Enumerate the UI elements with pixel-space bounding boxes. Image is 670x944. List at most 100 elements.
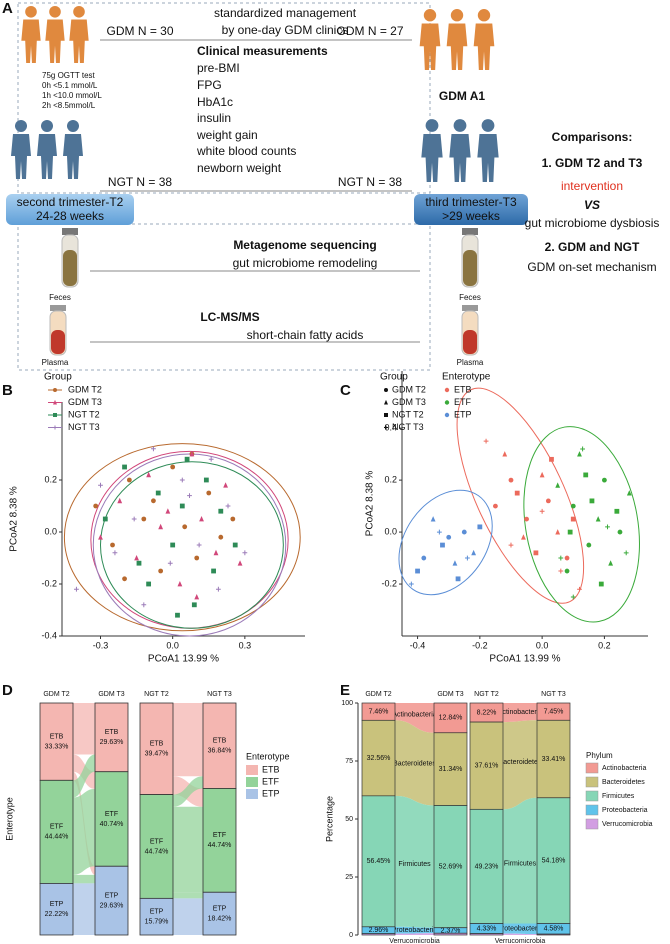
x-axis-label: PCoA1 13.99 % xyxy=(148,654,219,665)
person-icon xyxy=(37,120,57,179)
person-icon xyxy=(69,5,89,63)
stratum xyxy=(94,702,129,773)
point xyxy=(53,413,57,417)
x-tick-label: 0.3 xyxy=(239,640,252,650)
point xyxy=(502,451,508,457)
legend-swatch xyxy=(246,789,258,799)
tube-plasma xyxy=(461,305,479,356)
stratum xyxy=(433,732,468,806)
point xyxy=(614,508,620,514)
point xyxy=(179,477,185,483)
comparison-heading: Comparisons: xyxy=(552,130,633,144)
stratum xyxy=(361,719,396,797)
stratum-label: ETB xyxy=(213,738,227,745)
confidence-ellipse xyxy=(92,453,287,637)
legend-title: Group xyxy=(380,372,408,383)
panel-label: D xyxy=(2,682,13,699)
group-count: NGT N = 38 xyxy=(108,175,172,189)
timepoint: third trimester-T3 xyxy=(425,195,517,209)
stratum-name: Actinobacteria xyxy=(392,712,436,719)
y-tick-label: -0.2 xyxy=(41,578,57,588)
category-label: NGT T3 xyxy=(207,691,232,698)
point xyxy=(194,594,200,600)
point xyxy=(151,446,156,452)
point xyxy=(141,602,147,608)
stratum-label: ETF xyxy=(213,832,226,839)
panel-label: E xyxy=(340,682,350,699)
legend-title: Phylum xyxy=(586,751,613,760)
legend-swatch xyxy=(585,818,599,830)
point xyxy=(539,471,545,478)
value-label: 4.58% xyxy=(544,926,564,933)
comparison: 2. GDM and NGT xyxy=(545,240,640,254)
value-label: 52.69% xyxy=(439,863,463,870)
point xyxy=(211,568,216,574)
point xyxy=(155,490,161,496)
y-tick-label: 0 xyxy=(349,932,353,939)
flow xyxy=(395,720,434,806)
legend-label: NGT T2 xyxy=(68,409,100,419)
value-label: 2.96% xyxy=(369,927,389,934)
person-icon xyxy=(63,120,83,179)
sample-label: Plasma xyxy=(42,358,69,367)
list-item: HbA1c xyxy=(197,95,233,109)
person-icon xyxy=(45,5,65,63)
point xyxy=(446,534,452,540)
point xyxy=(461,529,467,535)
point xyxy=(452,560,458,566)
stratum-label: ETP xyxy=(105,892,119,899)
flow xyxy=(503,720,537,810)
legend-label: Proteobacteria xyxy=(602,807,648,814)
stratum-name: Firmicutes xyxy=(398,861,431,868)
point xyxy=(384,399,388,405)
point xyxy=(589,498,595,504)
point xyxy=(558,555,564,561)
x-tick-label: 0.2 xyxy=(598,640,611,650)
value-label: 40.74% xyxy=(100,821,124,828)
category-label: GDM T2 xyxy=(43,691,69,698)
list-item: weight gain xyxy=(196,128,258,142)
point xyxy=(586,542,592,548)
point xyxy=(177,581,183,587)
legend-label: GDM T2 xyxy=(68,384,102,394)
y-axis-label: PCoA2 8.38 % xyxy=(365,471,376,537)
legend-title: Enterotype xyxy=(442,372,491,383)
legend-label: GDM T2 xyxy=(392,384,426,394)
point xyxy=(564,568,570,574)
person-icon xyxy=(11,120,31,179)
category-label: NGT T2 xyxy=(144,691,169,698)
panel-label: B xyxy=(2,382,13,399)
point xyxy=(539,508,545,514)
comparison-vs: VS xyxy=(584,198,600,212)
point xyxy=(98,534,103,540)
stratum xyxy=(139,897,174,936)
ogtt-note: 75g OGTT test xyxy=(42,71,96,80)
stratum-label: ETF xyxy=(150,838,163,845)
stratum xyxy=(39,883,74,936)
list-item: pre-BMI xyxy=(197,61,240,75)
x-tick-label: -0.4 xyxy=(410,640,426,650)
group-count: GDM N = 30 xyxy=(106,24,173,38)
y-tick-label: 100 xyxy=(341,700,353,707)
legend-title: Enterotype xyxy=(246,751,290,761)
x-tick-label: -0.3 xyxy=(93,640,109,650)
confidence-ellipse xyxy=(99,461,284,629)
point xyxy=(199,516,204,522)
person-icon xyxy=(449,119,471,182)
point xyxy=(189,451,195,457)
flow xyxy=(173,703,203,777)
stratum-name: Bacteroidetes xyxy=(499,759,542,766)
y-axis-label: Enterotype xyxy=(4,797,14,841)
method-note: short-chain fatty acids xyxy=(247,328,364,342)
timepoint: >29 weeks xyxy=(442,209,500,223)
flow xyxy=(73,883,95,935)
stratum-label: ETF xyxy=(105,811,118,818)
frame xyxy=(17,223,431,371)
point xyxy=(158,523,164,530)
y-tick-label: 0.2 xyxy=(384,474,397,484)
point xyxy=(53,388,57,392)
value-label: 44.74% xyxy=(145,848,169,855)
point xyxy=(598,581,604,587)
stratum xyxy=(469,721,504,810)
confidence-ellipse xyxy=(523,426,640,623)
